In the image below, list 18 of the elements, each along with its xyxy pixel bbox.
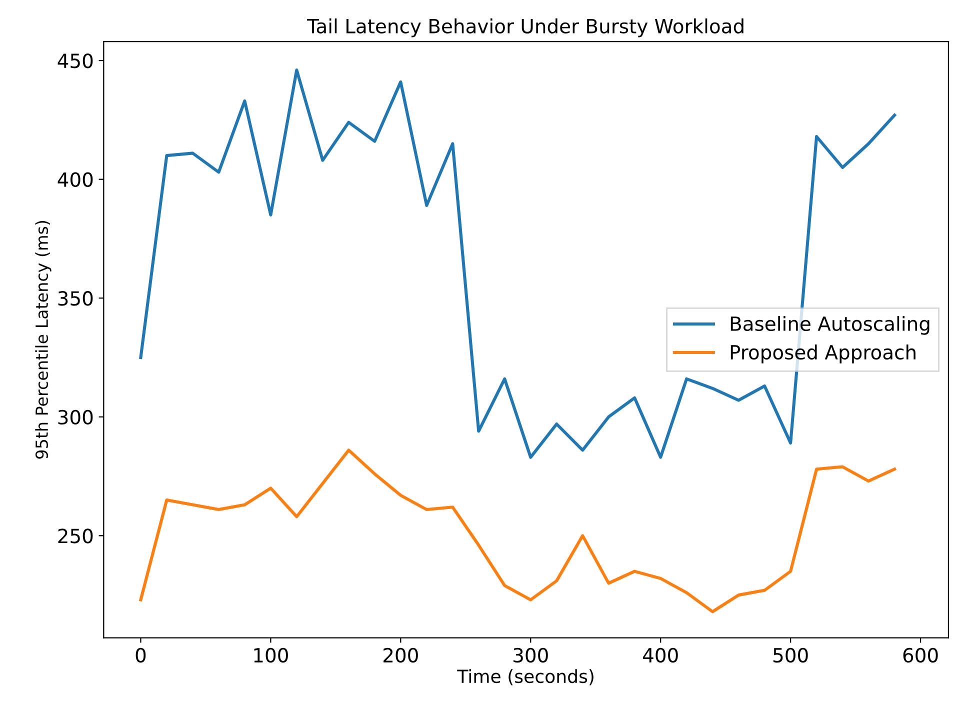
x-tick-label: 300 (514, 648, 548, 663)
x-tick-label: 400 (642, 648, 678, 663)
x-tick-label: 200 (384, 648, 418, 663)
line-series (139, 448, 896, 614)
x-axis-title: Time (seconds) (457, 669, 594, 686)
legend-label: Proposed Approach (730, 344, 916, 364)
x-tick-label: 600 (903, 648, 938, 663)
y-tick-label: 400 (58, 172, 93, 187)
x-tick-label: 500 (774, 648, 808, 663)
y-tick-label: 450 (58, 53, 93, 68)
y-tick-label: 350 (58, 291, 93, 306)
chart-title: Tail Latency Behavior Under Bursty Workload (306, 18, 744, 38)
legend-label: Baseline Autoscaling (730, 316, 930, 335)
x-tick-label: 100 (254, 648, 288, 663)
y-tick-label: 250 (58, 528, 93, 544)
y-tick-label: 300 (58, 410, 93, 425)
x-tick-label: 0 (136, 648, 146, 663)
y-axis-title: 95th Percentile Latency (ms) (35, 221, 52, 459)
